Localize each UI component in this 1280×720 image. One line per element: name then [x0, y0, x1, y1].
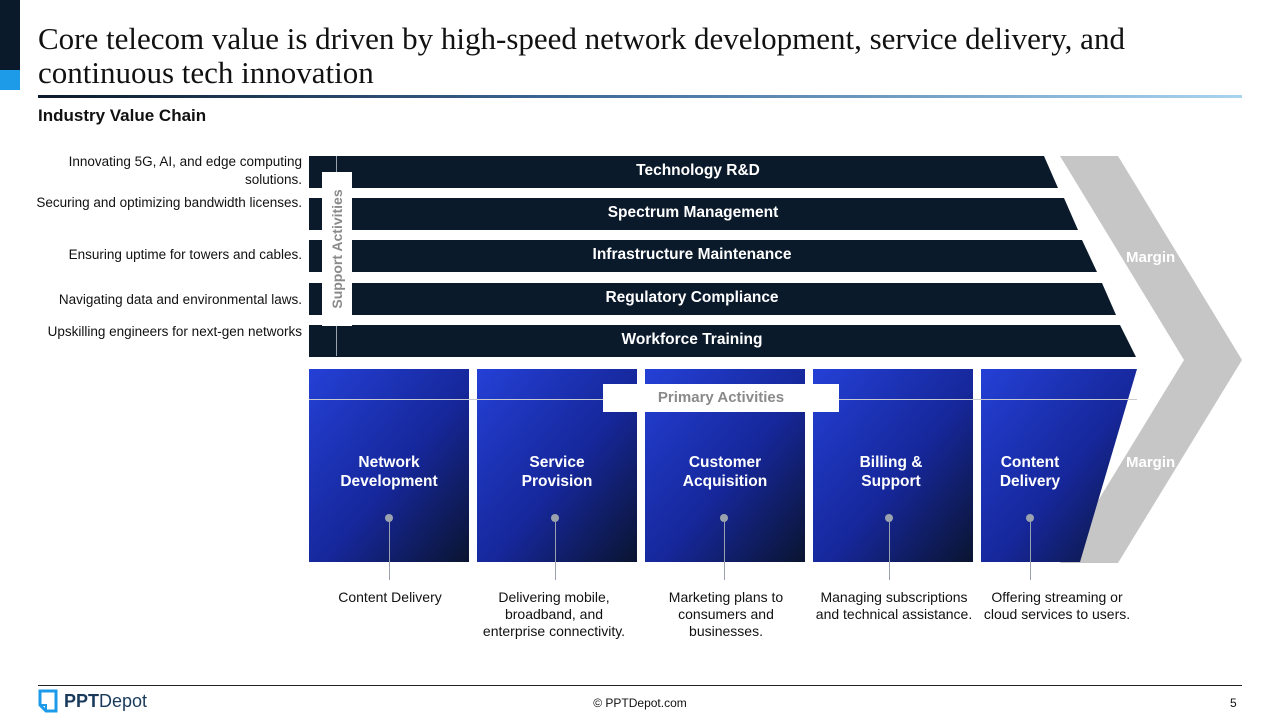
support-activities-text: Support Activities [329, 189, 345, 309]
primary-activities-label: Primary Activities [603, 384, 839, 412]
connector-line-4 [1030, 522, 1031, 580]
accent-bar-dark [0, 0, 20, 70]
support-bar-3 [309, 283, 1116, 315]
connector-line-1 [555, 522, 556, 580]
footer-divider [38, 685, 1242, 686]
connector-dot-3 [885, 514, 893, 522]
primary-description-1: Delivering mobile, broadband, and enterp… [482, 589, 626, 639]
accent-bar-blue [0, 70, 20, 90]
support-bar-label-3: Regulatory Compliance [605, 289, 779, 306]
primary-title-0: Network Development [340, 454, 438, 490]
primary-title-4: Content Delivery [999, 454, 1061, 490]
support-description-4: Upskilling engineers for next-gen networ… [47, 324, 302, 339]
primary-description-2: Marketing plans to consumers and busines… [668, 589, 784, 639]
pptdepot-logo: PPTDepot [38, 689, 147, 713]
connector-line-3 [889, 522, 890, 580]
support-bar-0 [309, 156, 1058, 188]
primary-block-4 [981, 369, 1137, 562]
primary-block-3 [813, 369, 973, 562]
connector-dot-4 [1026, 514, 1034, 522]
title-divider [38, 95, 1242, 98]
support-bar-label-0: Technology R&D [636, 162, 760, 179]
connector-dot-1 [551, 514, 559, 522]
support-bar-2 [309, 240, 1097, 272]
primary-title-3: Billing & Support [859, 454, 923, 490]
support-bar-label-4: Workforce Training [621, 331, 763, 348]
primary-description-0: Content Delivery [338, 589, 442, 605]
support-bar-1 [309, 198, 1078, 230]
support-description-0: Innovating 5G, AI, and edge computing so… [68, 154, 302, 187]
support-activities-label: Support Activities [322, 172, 352, 326]
logo-text: PPTDepot [64, 690, 148, 711]
primary-description-4: Offering streaming or cloud services to … [983, 589, 1131, 622]
connector-line-2 [724, 522, 725, 580]
margin-chevron [1060, 156, 1242, 563]
margin-label-bottom: Margin [1126, 454, 1176, 471]
connector-dot-0 [385, 514, 393, 522]
support-description-3: Navigating data and environmental laws. [58, 292, 302, 307]
copyright: © PPTDepot.com [593, 696, 687, 710]
support-description-1: Securing and optimizing bandwidth licens… [36, 195, 302, 210]
document-icon [38, 689, 58, 713]
support-bar-label-2: Infrastructure Maintenance [592, 246, 792, 263]
connector-line-0 [389, 522, 390, 580]
support-bar-4 [309, 325, 1136, 357]
support-bar-label-1: Spectrum Management [607, 204, 779, 221]
primary-title-2: Customer Acquisition [682, 454, 768, 490]
margin-label-top: Margin [1126, 249, 1176, 266]
slide-title: Core telecom value is driven by high-spe… [38, 21, 1125, 90]
primary-title-1: Service Provision [521, 454, 593, 490]
page-number: 5 [1230, 696, 1237, 710]
support-description-2: Ensuring uptime for towers and cables. [68, 247, 302, 262]
primary-description-3: Managing subscriptions and technical ass… [815, 589, 973, 622]
slide-subtitle: Industry Value Chain [38, 106, 207, 125]
connector-dot-2 [720, 514, 728, 522]
